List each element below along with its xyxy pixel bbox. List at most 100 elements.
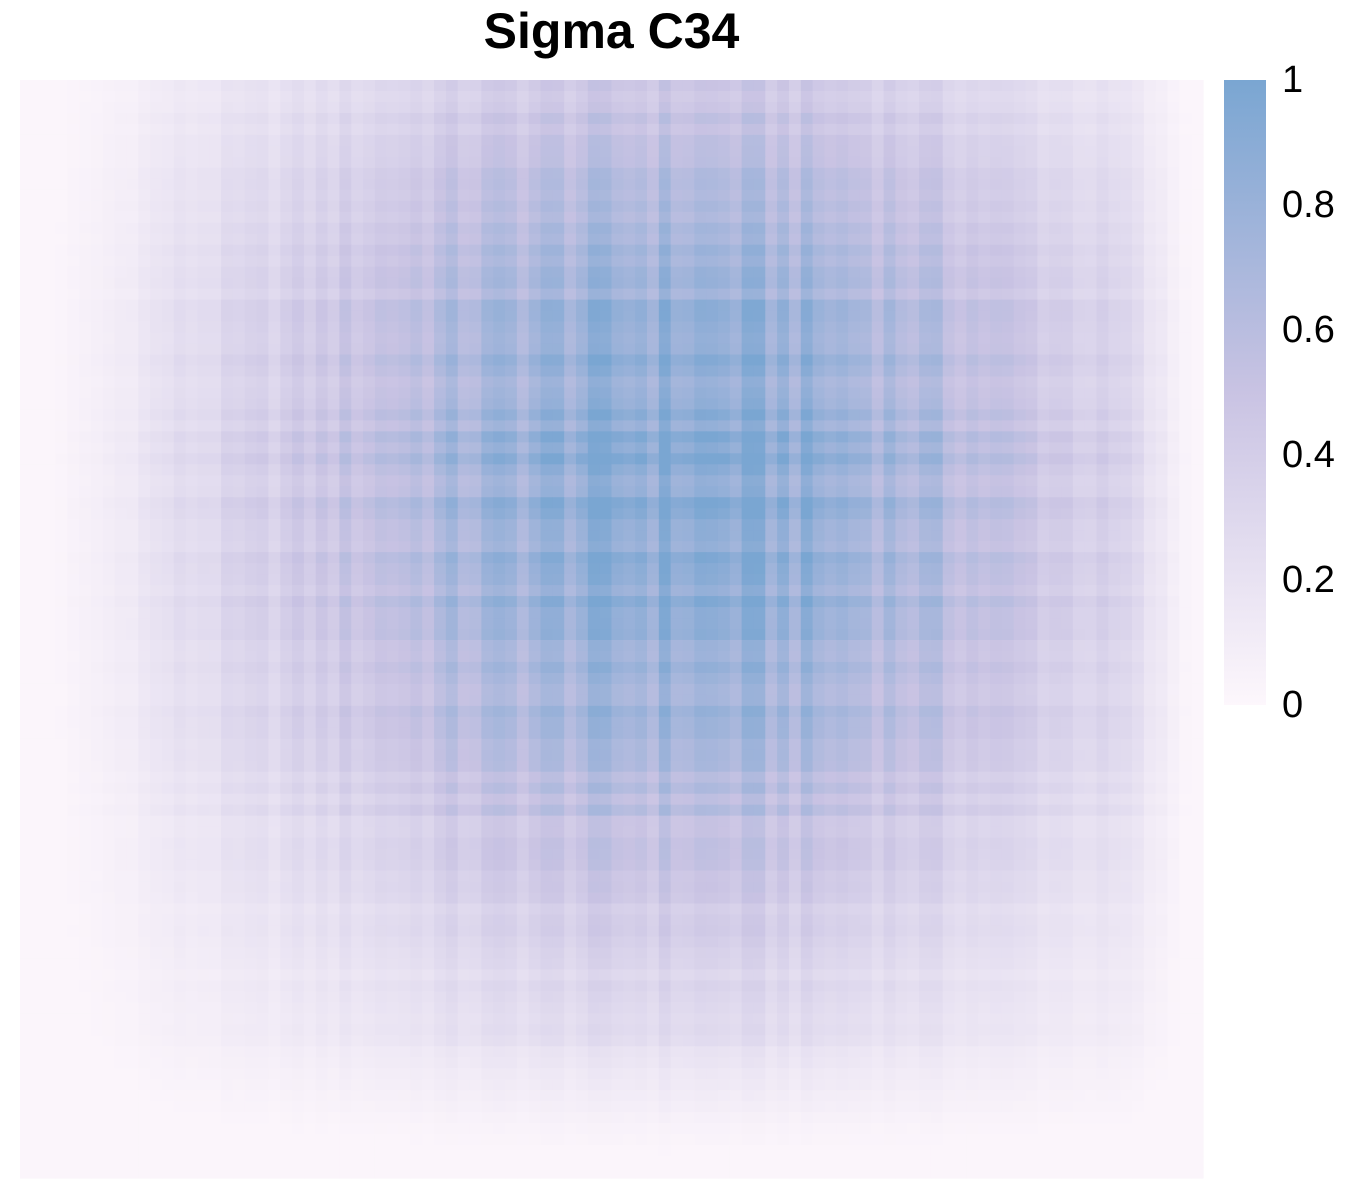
heatmap-cell — [20, 409, 33, 421]
heatmap-cell — [1025, 255, 1038, 268]
heatmap-cell — [434, 156, 447, 169]
heatmap-cell — [244, 497, 258, 509]
heatmap-cell — [836, 486, 849, 498]
heatmap-cell — [1037, 486, 1050, 498]
heatmap-cell — [646, 607, 660, 619]
heatmap-cell — [481, 343, 494, 356]
heatmap-cell — [599, 563, 613, 575]
heatmap-cell — [398, 255, 411, 268]
heatmap-cell — [67, 299, 80, 312]
heatmap-cell — [422, 574, 435, 586]
heatmap-cell — [706, 266, 719, 279]
heatmap-cell — [954, 299, 967, 312]
heatmap-cell — [836, 145, 849, 158]
heatmap-cell — [859, 442, 873, 454]
heatmap-cell — [1120, 398, 1133, 410]
heatmap-cell — [481, 607, 494, 619]
heatmap-cell — [1025, 409, 1038, 421]
heatmap-cell — [150, 497, 163, 509]
heatmap-cell — [848, 123, 861, 136]
heatmap-cell — [268, 442, 281, 454]
heatmap-cell — [445, 530, 459, 542]
heatmap-cell — [1132, 222, 1145, 235]
heatmap-cell — [1120, 618, 1133, 630]
heatmap-cell — [1037, 167, 1050, 180]
heatmap-cell — [635, 310, 648, 323]
heatmap-cell — [280, 541, 293, 553]
heatmap-cell — [422, 541, 435, 553]
heatmap-cell — [209, 277, 222, 290]
heatmap-cell — [552, 167, 565, 180]
heatmap-cell — [1084, 80, 1098, 92]
heatmap-cell — [812, 574, 826, 586]
heatmap-cell — [209, 442, 222, 454]
heatmap-cell — [576, 618, 589, 630]
heatmap-cell — [1049, 277, 1062, 290]
heatmap-cell — [114, 321, 128, 334]
heatmap-cell — [31, 288, 45, 301]
heatmap-cell — [1108, 321, 1121, 334]
heatmap-cell — [292, 475, 305, 487]
heatmap-cell — [635, 596, 648, 608]
heatmap-cell — [457, 244, 471, 257]
heatmap-cell — [150, 134, 163, 147]
heatmap-cell — [1108, 486, 1121, 498]
heatmap-cell — [611, 343, 624, 356]
heatmap-cell — [256, 475, 270, 487]
heatmap-cell — [883, 277, 897, 290]
heatmap-cell — [505, 200, 518, 213]
heatmap-cell — [670, 145, 684, 158]
heatmap-cell — [55, 607, 68, 619]
heatmap-cell — [1143, 442, 1157, 454]
heatmap-cell — [126, 310, 139, 323]
heatmap-cell — [102, 541, 116, 553]
heatmap-cell — [540, 134, 553, 147]
heatmap-cell — [386, 442, 400, 454]
heatmap-cell — [505, 508, 518, 520]
heatmap-cell — [635, 486, 648, 498]
heatmap-cell — [552, 574, 565, 586]
heatmap-cell — [280, 409, 293, 421]
heatmap-cell — [942, 332, 956, 345]
heatmap-cell — [717, 607, 731, 619]
heatmap-cell — [422, 420, 435, 432]
heatmap-cell — [232, 508, 246, 520]
heatmap-cell — [422, 398, 435, 410]
heatmap-cell — [930, 552, 944, 564]
heatmap-cell — [812, 618, 826, 630]
heatmap-cell — [777, 508, 790, 520]
heatmap-cell — [209, 464, 222, 476]
heatmap-cell — [445, 167, 459, 180]
heatmap-cell — [812, 134, 826, 147]
heatmap-cell — [990, 156, 1003, 169]
heatmap-cell — [777, 464, 790, 476]
heatmap-cell — [327, 464, 341, 476]
heatmap-cell — [161, 563, 175, 575]
heatmap-cell — [43, 145, 57, 158]
heatmap-cell — [966, 607, 979, 619]
heatmap-cell — [871, 299, 885, 312]
heatmap-cell — [576, 464, 589, 476]
heatmap-cell — [753, 167, 766, 180]
heatmap-cell — [1001, 475, 1015, 487]
heatmap-cell — [138, 222, 151, 235]
heatmap-cell — [31, 277, 45, 290]
heatmap-cell — [79, 464, 92, 476]
heatmap-cell — [765, 354, 778, 367]
heatmap-cell — [1155, 233, 1169, 246]
heatmap-cell — [386, 310, 400, 323]
heatmap-cell — [587, 156, 601, 169]
heatmap-cell — [717, 453, 731, 465]
heatmap-cell — [161, 464, 175, 476]
heatmap-cell — [729, 211, 743, 224]
heatmap-cell — [564, 321, 577, 334]
heatmap-cell — [658, 365, 672, 378]
heatmap-cell — [1013, 398, 1027, 410]
heatmap-cell — [315, 585, 329, 597]
heatmap-cell — [765, 453, 778, 465]
heatmap-cell — [1084, 123, 1098, 136]
heatmap-cell — [611, 156, 624, 169]
heatmap-cell — [978, 552, 991, 564]
heatmap-cell — [883, 365, 897, 378]
heatmap-cell — [694, 552, 707, 564]
